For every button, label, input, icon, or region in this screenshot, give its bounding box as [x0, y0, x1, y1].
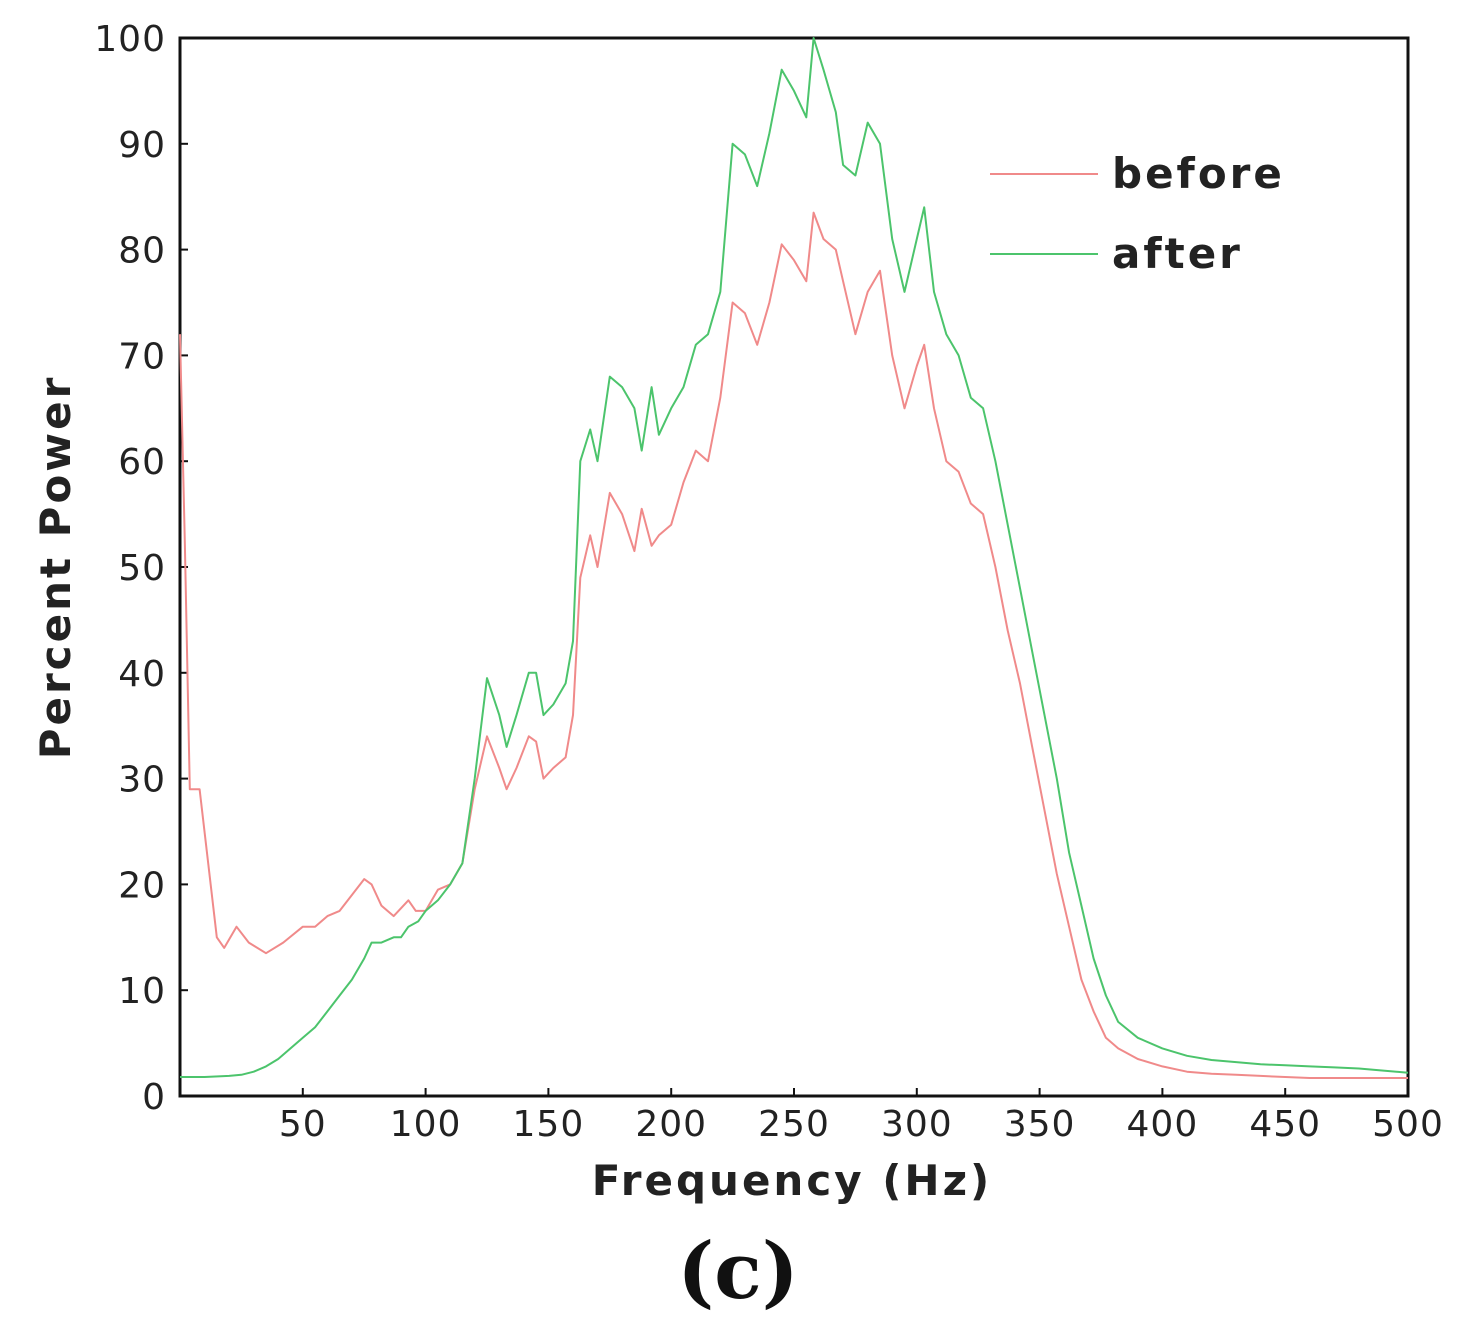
series-line-before [179, 211, 1408, 1079]
x-tick-label: 450 [1249, 1104, 1321, 1145]
x-tick-label: 400 [1127, 1104, 1199, 1145]
x-axis: 50 100 150 200 250 300 350 400 450 500 [279, 1088, 1444, 1145]
series-layer [179, 37, 1409, 1079]
x-tick-label: 50 [279, 1104, 327, 1145]
y-tick-label: 60 [118, 442, 166, 483]
y-tick-label: 40 [118, 654, 166, 695]
y-tick-label: 90 [118, 125, 166, 166]
x-tick-label: 250 [758, 1104, 830, 1145]
y-tick-label: 70 [118, 336, 166, 377]
x-tick-label: 350 [1004, 1104, 1076, 1145]
y-tick-label: 30 [118, 760, 166, 801]
x-tick-label: 500 [1372, 1104, 1444, 1145]
y-tick-label: 10 [118, 971, 166, 1012]
y-tick-label: 20 [118, 865, 166, 906]
x-tick-label: 200 [635, 1104, 707, 1145]
plot-area [178, 36, 1410, 1098]
x-axis-title: Frequency (Hz) [592, 1156, 992, 1205]
legend-label-before: before [1112, 149, 1285, 198]
x-tick-label: 300 [881, 1104, 953, 1145]
series-line-after [180, 37, 1409, 1078]
y-axis: 0 10 20 30 40 50 60 70 80 90 100 [94, 19, 188, 1118]
y-axis-title: Percent Power [31, 375, 80, 760]
y-tick-label: 0 [142, 1077, 166, 1118]
panel-label: (c) [677, 1226, 798, 1317]
y-tick-label: 80 [118, 231, 166, 272]
legend-label-after: after [1112, 229, 1243, 278]
x-tick-label: 100 [390, 1104, 462, 1145]
x-tick-label: 150 [513, 1104, 585, 1145]
y-tick-label: 50 [118, 548, 166, 589]
legend: before after [990, 149, 1285, 278]
y-tick-label: 100 [94, 19, 166, 60]
